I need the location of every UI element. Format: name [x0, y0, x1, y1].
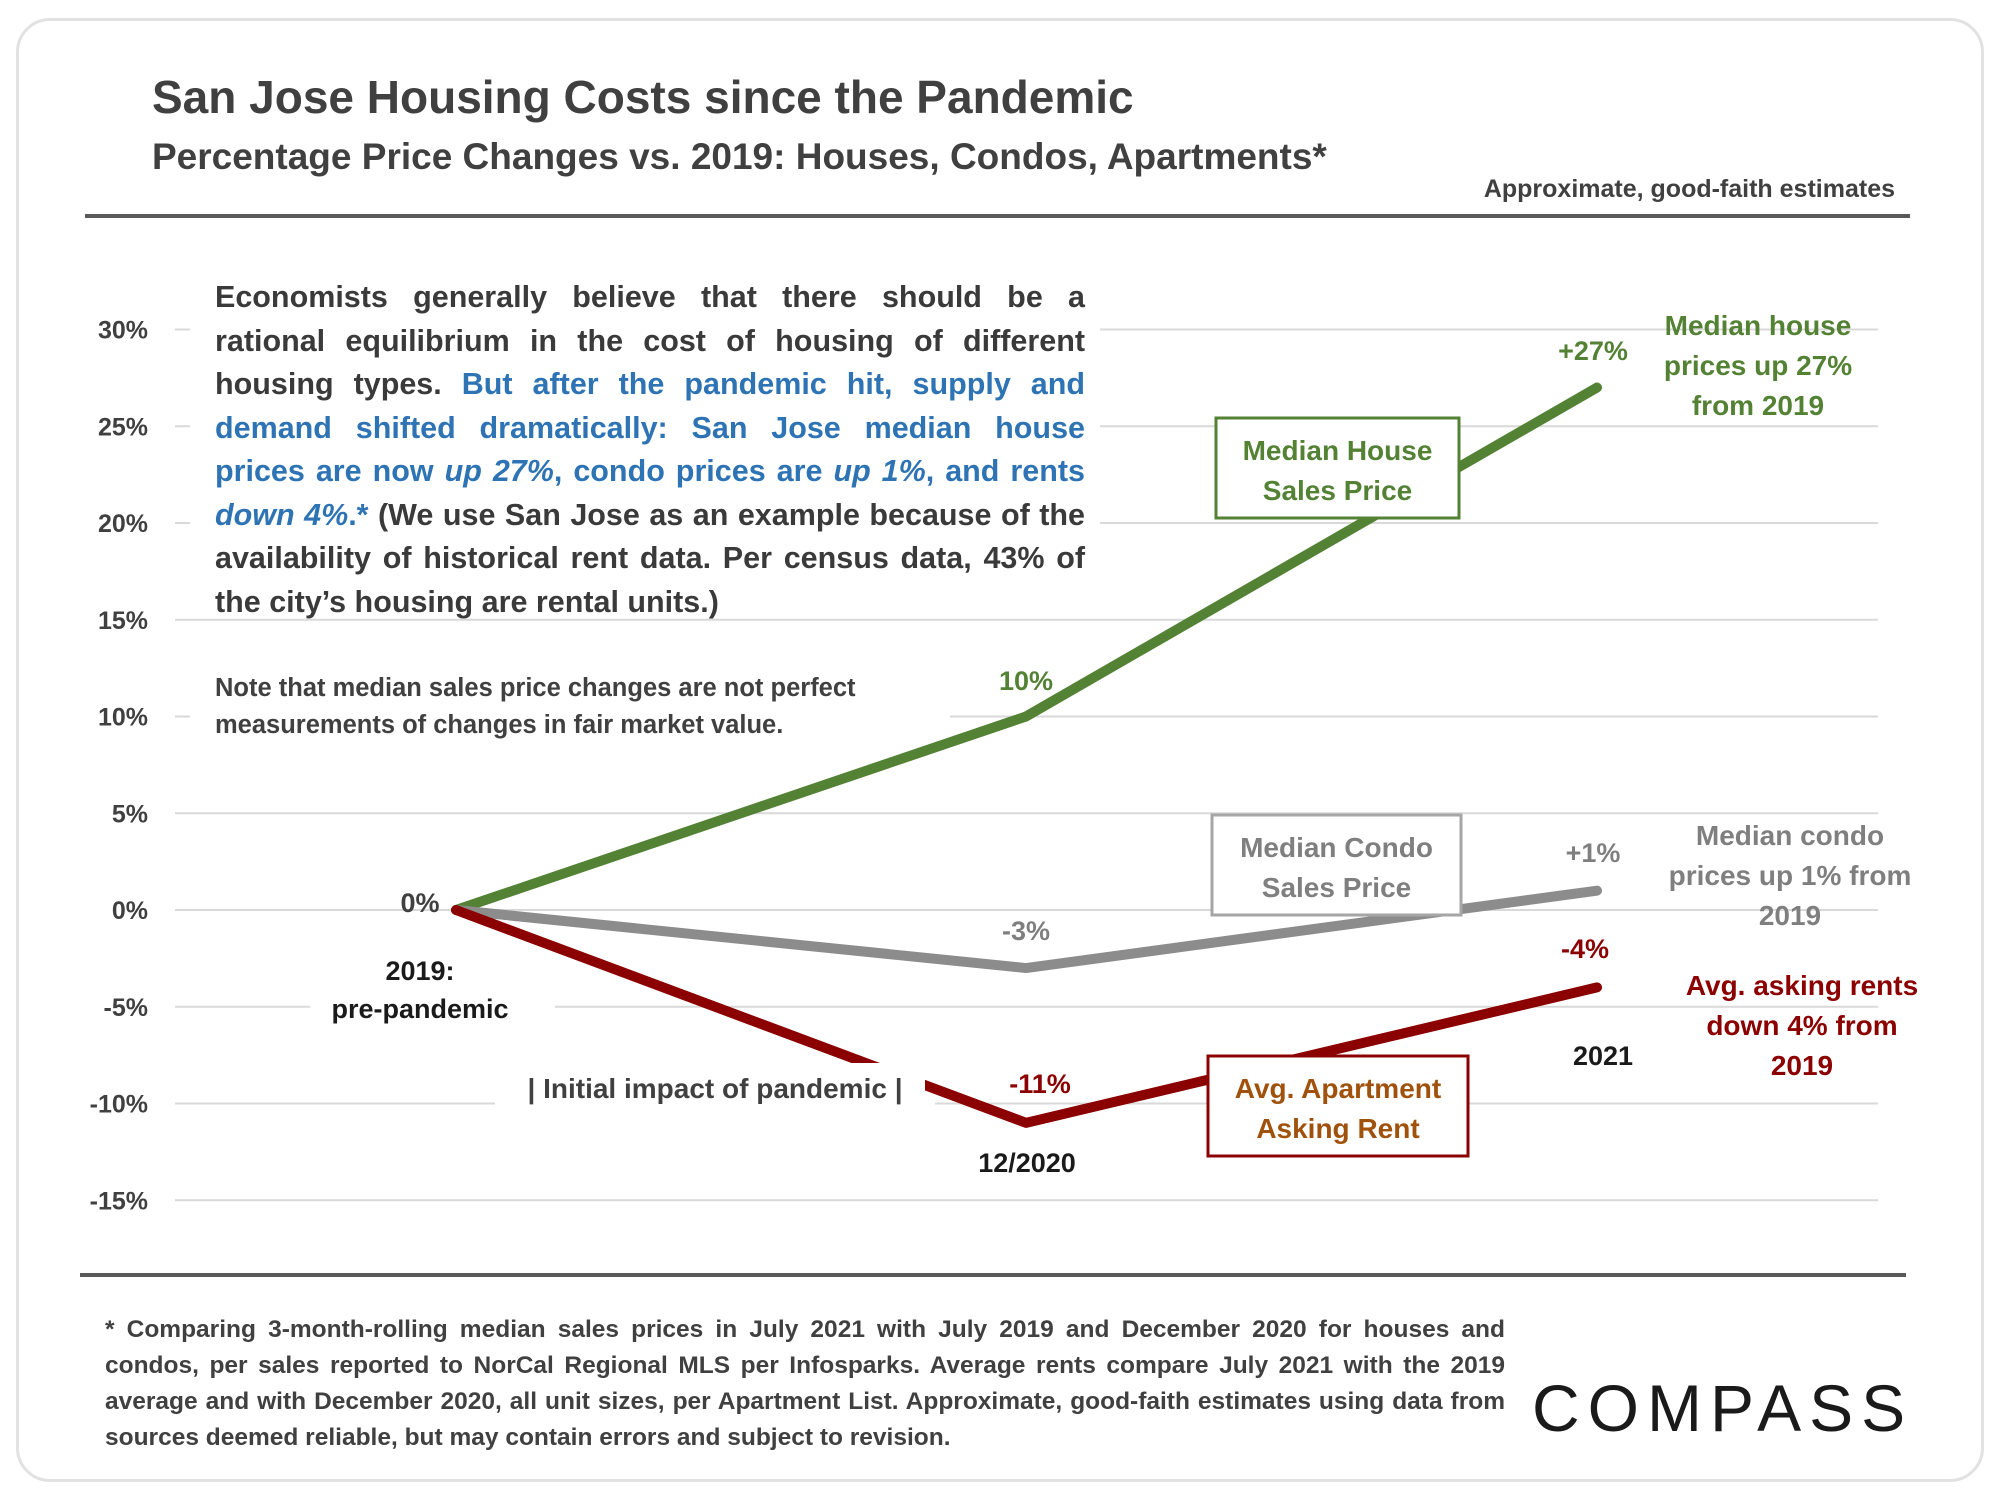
y-tick-label: 20% [98, 510, 148, 538]
condo-series-name-box [1210, 813, 1463, 917]
compass-logo: COMPASS [1532, 1371, 1914, 1445]
rent-series-name-label: Asking Rent [1256, 1113, 1419, 1144]
footnote: * Comparing 3-month-rolling median sales… [105, 1316, 1505, 1451]
estimate-note: Approximate, good-faith estimates [1483, 175, 1895, 203]
condo-point-label: +1% [1566, 838, 1621, 868]
house-annotation: prices up 27% [1664, 350, 1852, 381]
condo-series-name-label: Median Condo [1240, 832, 1433, 863]
rent-series-name-label: Avg. Apartment [1235, 1073, 1441, 1104]
text-backdrop [190, 650, 950, 750]
narrative-part-3: , condo prices are [553, 454, 834, 488]
text-backdrop [505, 1063, 925, 1113]
rent-point-label: -4% [1561, 934, 1609, 964]
footer-divider [80, 1273, 1906, 1277]
condo-series-name-label: Sales Price [1262, 872, 1411, 903]
house-annotation: from 2019 [1692, 390, 1824, 421]
narrative-part-4: , and rents [925, 454, 1086, 488]
chart-subtitle: Percentage Price Changes vs. 2019: House… [152, 136, 1327, 177]
x-axis-label: 2021 [1573, 1041, 1633, 1071]
house-series-name-label: Median House [1243, 435, 1433, 466]
narrative-house-change: up 27% [444, 454, 554, 488]
house-point-label: 10% [999, 666, 1053, 696]
condo-annotation: prices up 1% from [1669, 860, 1912, 891]
condo-annotation: Median condo [1696, 820, 1884, 851]
condo-annotation: 2019 [1759, 900, 1821, 931]
text-backdrop [190, 268, 1100, 618]
x-axis-label: pre-pandemic [331, 994, 508, 1024]
x-axis-label: 2019: [385, 956, 454, 986]
y-tick-label: 5% [112, 800, 148, 828]
rent-series-line [451, 905, 1602, 1128]
y-tick-label: 30% [98, 317, 148, 345]
rent-annotation: Avg. asking rents [1686, 970, 1918, 1001]
house-series-name-label: Sales Price [1263, 475, 1412, 506]
rent-point-label: -11% [1009, 1069, 1071, 1099]
text-backdrop [310, 935, 555, 1045]
y-tick-label: 0% [112, 897, 148, 925]
narrative-part-1: Economists generally believe that there … [215, 280, 1085, 401]
rent-annotation: 2019 [1771, 1050, 1833, 1081]
header-divider [85, 214, 1910, 218]
narrative-part-6: (We use San Jose as an example because o… [215, 497, 1085, 619]
y-tick-label: 25% [98, 413, 148, 441]
x-axis-label: 12/2020 [978, 1148, 1076, 1178]
rent-series-name-box [1206, 1054, 1470, 1158]
y-tick-label: -10% [90, 1091, 148, 1119]
y-tick-label: 10% [98, 704, 148, 732]
house-annotation: Median house [1665, 310, 1852, 341]
narrative-rent-change: down 4% [215, 497, 349, 532]
narrative-part-2: But after the pandemic hit, supply and d… [215, 367, 1086, 488]
pandemic-impact-annotation: | Initial impact of pandemic | [527, 1073, 902, 1104]
rent-annotation: down 4% from [1706, 1010, 1897, 1041]
narrative-part-5: .* [348, 497, 369, 532]
condo-point-label: 0% [400, 888, 439, 918]
y-tick-label: -5% [104, 994, 148, 1022]
text-backdrop [1570, 1010, 1650, 1055]
narrative-highlight: But after the pandemic hit, supply and d… [215, 367, 1085, 532]
house-series-name-box [1214, 416, 1461, 520]
note-text: Note that median sales price changes are… [215, 674, 856, 739]
narrative-text: Economists generally believe that there … [215, 276, 1085, 624]
y-tick-label: 15% [98, 607, 148, 635]
house-point-label: +27% [1558, 336, 1628, 366]
condo-point-label: -3% [1002, 916, 1050, 946]
narrative-condo-change: up 1% [833, 454, 926, 488]
y-tick-label: -15% [90, 1187, 148, 1215]
chart-title: San Jose Housing Costs since the Pandemi… [152, 71, 1134, 123]
